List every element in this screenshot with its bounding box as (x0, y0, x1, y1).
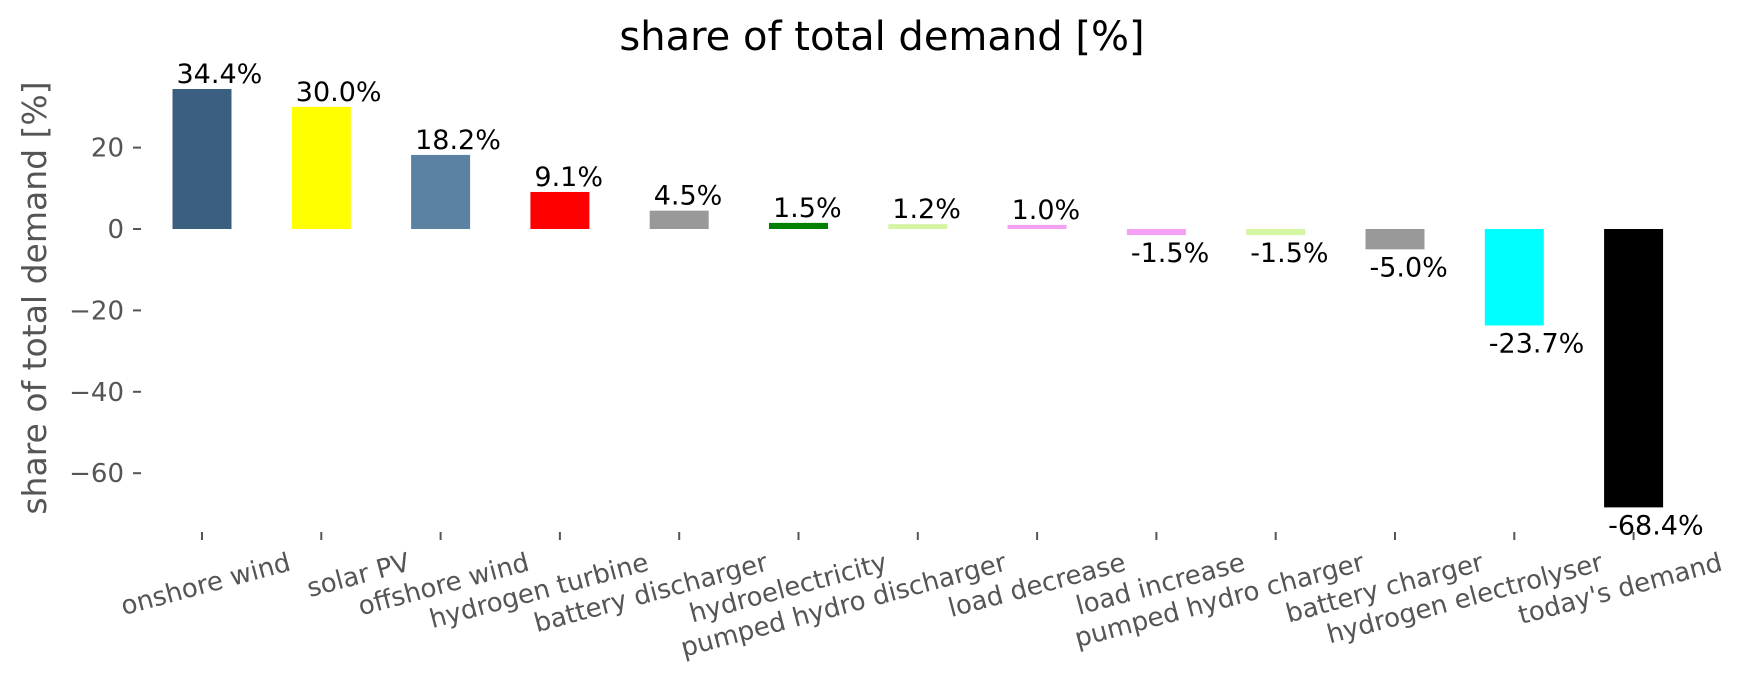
bar (888, 224, 948, 229)
bar-value-label: -1.5% (1250, 238, 1328, 269)
bar (411, 154, 471, 229)
bar (1246, 229, 1306, 236)
y-tick-label: 20 (91, 134, 124, 164)
bar-value-label: 1.5% (773, 193, 842, 224)
bar-value-label: 34.4% (177, 59, 263, 90)
y-axis-label: share of total demand [%] (15, 81, 54, 514)
bar (1365, 229, 1425, 250)
x-tick-label: onshore wind (118, 548, 294, 622)
y-tick-label: −20 (69, 296, 124, 326)
bar-value-label: 9.1% (534, 162, 603, 193)
bar-value-label: 18.2% (415, 125, 501, 156)
bar-value-label: 4.5% (654, 181, 723, 212)
bar (1007, 224, 1067, 229)
bar-value-label: 1.2% (892, 194, 961, 225)
bar-value-label: -5.0% (1370, 252, 1448, 283)
bar (1126, 229, 1186, 236)
y-tick-label: −60 (69, 459, 124, 489)
bar-value-label: -68.4% (1608, 510, 1704, 541)
y-axis: 20 0 −20 −40 −60 (69, 134, 141, 489)
bars (172, 88, 1664, 508)
bar (172, 88, 232, 229)
bar (649, 210, 709, 229)
bar-value-label: 1.0% (1012, 195, 1081, 226)
bar-value-label: -1.5% (1131, 238, 1209, 269)
bar (291, 106, 351, 229)
chart-title: share of total demand [%] (619, 14, 1144, 60)
bar (769, 222, 828, 229)
y-tick-label: 0 (107, 215, 124, 245)
bar (1484, 229, 1544, 326)
bar (1604, 229, 1664, 508)
bar-value-label: -23.7% (1489, 328, 1585, 359)
y-tick-label: −40 (69, 378, 124, 408)
bar (530, 191, 590, 229)
bar-value-label: 30.0% (296, 77, 382, 108)
value-labels: 34.4% 30.0% 18.2% 9.1% 4.5% 1.5% 1.2% 1.0% -1.5%… (177, 59, 1704, 541)
